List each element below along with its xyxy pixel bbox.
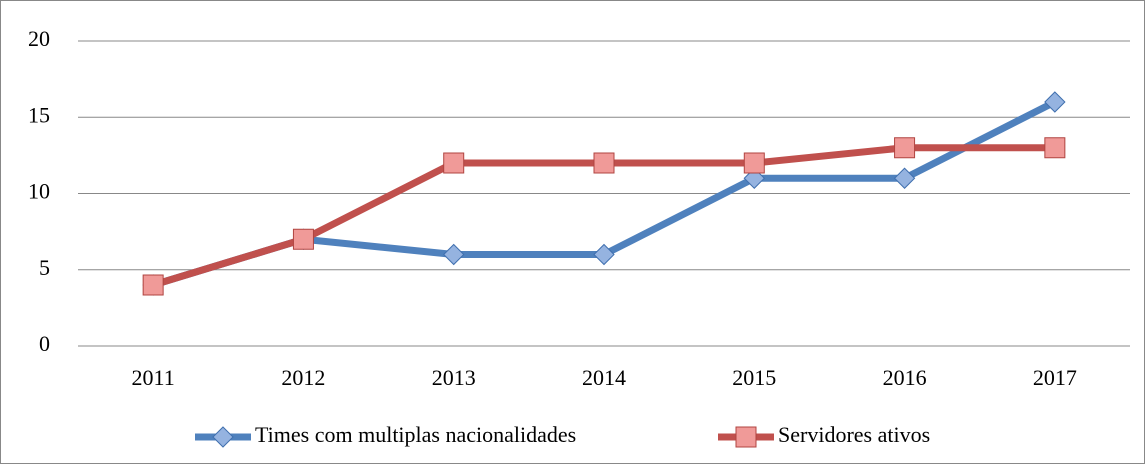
x-tick-label: 2017	[1033, 365, 1077, 390]
legend-marker	[735, 426, 757, 448]
point-marker	[443, 152, 465, 174]
point-marker	[593, 243, 615, 266]
x-tick-label: 2014	[582, 365, 626, 390]
x-tick-label: 2015	[732, 365, 776, 390]
point-marker	[292, 228, 314, 250]
point-marker	[1044, 137, 1066, 159]
x-tick-label: 2011	[132, 365, 175, 390]
legend-label: Servidores ativos	[778, 422, 930, 447]
legend-marker	[212, 426, 234, 448]
y-tick-label: 20	[28, 26, 50, 51]
point-marker	[894, 137, 916, 159]
y-tick-label: 10	[28, 179, 50, 204]
point-marker	[743, 152, 765, 174]
y-tick-label: 5	[39, 255, 50, 280]
x-tick-label: 2013	[432, 365, 476, 390]
x-tick-label: 2012	[281, 365, 325, 390]
point-marker	[593, 152, 615, 174]
point-marker	[1044, 91, 1066, 113]
y-tick-label: 15	[28, 102, 50, 127]
legend-label: Times com multiplas nacionalidades	[255, 422, 576, 447]
x-tick-label: 2016	[883, 365, 927, 390]
y-tick-label: 0	[39, 331, 50, 356]
point-marker	[142, 274, 164, 296]
point-marker	[893, 167, 916, 189]
point-marker	[443, 243, 465, 266]
